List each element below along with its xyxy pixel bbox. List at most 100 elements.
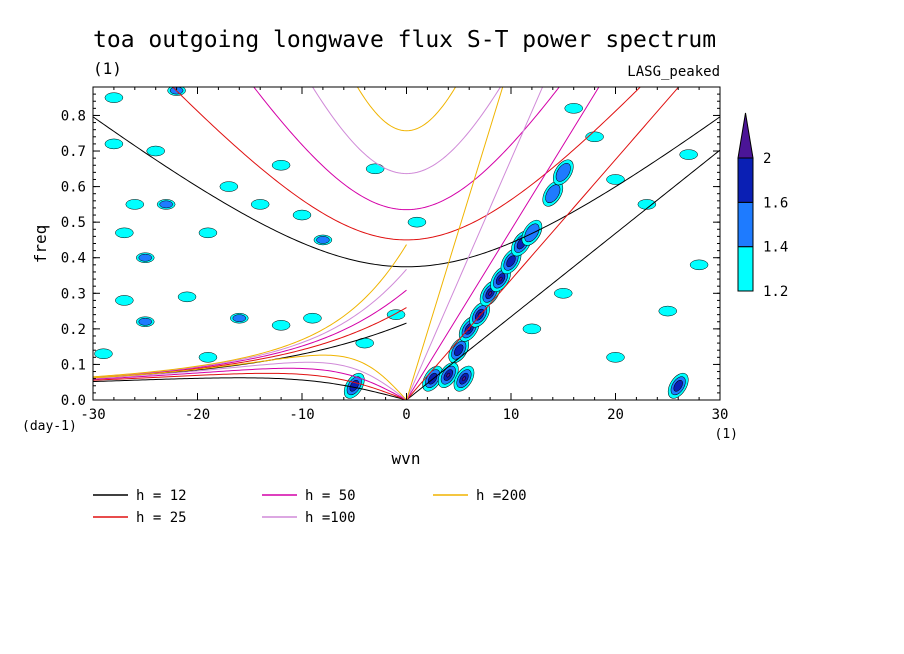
y-tick-label: 0.2 [61,322,86,338]
contour-blob [198,352,218,363]
contour-blob [250,199,270,210]
dispersion-curve [93,367,407,400]
contour-blob [673,379,683,392]
contour-blob [316,236,330,244]
contour-blob [365,163,385,175]
y-tick-label: 0.0 [61,393,86,409]
y-axis-label: freq [31,225,50,264]
legend-label: h =200 [476,488,527,504]
contour-blob [271,160,291,171]
contour-blob [115,227,134,239]
dispersion-curve [311,87,502,175]
contour-blob [386,309,406,320]
x-tick-label: 20 [607,407,624,423]
x-tick-label: 30 [712,407,729,423]
dispersion-curve [406,149,720,400]
y-tick-label: 0.8 [61,108,86,124]
contour-blob [679,149,698,160]
dispersion-curve [253,87,560,211]
x-tick-label: -10 [289,407,314,423]
x-unit-label: (1) [715,427,738,442]
dispersion-curves [93,87,720,400]
legend-label: h = 12 [136,488,187,504]
contour-blob [146,145,165,157]
dispersion-curve [93,377,407,400]
contour-blob [637,199,657,210]
chart-subtitle-right: LASG_peaked [627,64,720,80]
dispersion-curve [93,354,407,400]
contour-blob [454,344,464,357]
contour-blob [232,314,247,323]
contour-blob [104,92,124,103]
x-tick-label: 10 [503,407,520,423]
contour-blob [138,317,152,326]
contour-blob [115,295,134,306]
contour-blob [524,223,540,243]
dispersion-curve [406,87,600,400]
x-tick-label: -30 [80,407,105,423]
legend-label: h =100 [305,510,356,526]
contour-blob [554,288,573,299]
dispersion-curve [93,361,407,400]
colorbar-label: 2 [763,151,771,167]
x-tick-label: -20 [185,407,210,423]
contour-blob [689,259,709,271]
contour-blob [94,348,113,360]
y-tick-label: 0.7 [61,144,86,160]
y-tick-label: 0.5 [61,215,86,231]
dispersion-curve [172,87,642,241]
contour-blob [564,103,583,114]
x-axis: -30 -20 -10 0 10 20 30 [80,87,728,423]
contour-blob [658,305,677,317]
contour-blob [138,253,152,262]
contour-blob [446,372,451,378]
y-unit-label: (day-1) [22,419,77,434]
colorbar-swatch [737,157,754,203]
contour-blob [407,216,427,228]
dispersion-curve [406,87,504,400]
y-axis: 0.0 0.1 0.2 0.3 0.4 0.5 0.6 0.7 0.8 [61,93,720,409]
contour-blob [125,199,145,210]
colorbar-arrow [737,112,754,159]
dispersion-curve [93,244,407,378]
contour-blob [159,200,173,209]
colorbar-label: 1.6 [763,195,788,211]
dispersion-curve [93,372,407,400]
legend-label: h = 25 [136,510,187,526]
contour-blob [198,227,218,239]
colorbar-swatch [737,201,754,248]
y-tick-label: 0.3 [61,286,86,302]
legend-label: h = 50 [305,488,356,504]
contour-blob [292,209,312,221]
contour-blob [271,320,291,331]
dispersion-curve [406,87,544,400]
contour-blob [462,376,466,381]
dispersion-curve [93,116,720,268]
contour-blob [219,181,239,192]
x-axis-label: wvn [392,449,421,468]
contour-blob [606,352,625,363]
contour-blob [506,255,516,268]
contour-blob [303,312,322,324]
y-tick-label: 0.6 [61,180,86,196]
contour-blob [555,163,571,182]
colorbar-swatch [737,246,754,292]
y-tick-label: 0.4 [61,251,86,267]
chart-subtitle-left: (1) [93,59,122,78]
contour-blob [606,174,625,185]
colorbar: 1.2 1.4 1.6 2 [737,112,788,300]
contour-blob [177,291,197,303]
colorbar-label: 1.2 [763,284,788,300]
contour-blob [498,276,503,282]
x-tick-label: 0 [402,407,410,423]
colorbar-label: 1.4 [763,240,788,256]
contour-blob [104,138,124,150]
chart-title: toa outgoing longwave flux S-T power spe… [93,27,716,53]
plot-area [93,87,720,400]
y-tick-label: 0.1 [61,357,86,373]
dispersion-curve [356,87,457,132]
legend: h = 12 h = 25 h = 50 h =100 h =200 [93,488,527,526]
dispersion-curve [406,87,680,400]
